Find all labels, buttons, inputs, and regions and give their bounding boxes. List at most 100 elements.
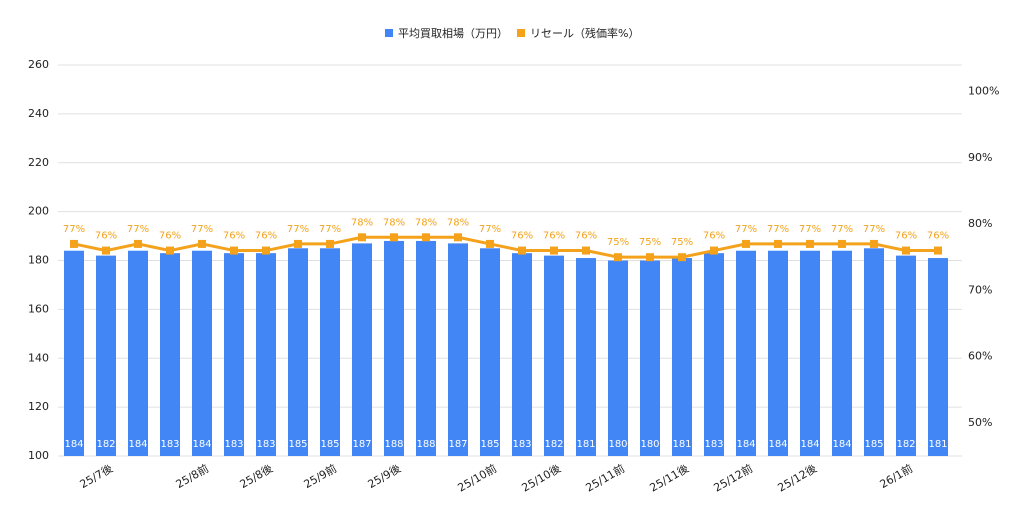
bar-value-label: 181 xyxy=(576,439,595,450)
bar-value-label: 188 xyxy=(384,439,403,450)
legend-label: リセール（残価率%） xyxy=(530,26,639,40)
line-value-label: 76% xyxy=(703,231,725,242)
y-tick-label: 100 xyxy=(28,449,49,462)
line-marker xyxy=(518,246,526,255)
line-value-label: 75% xyxy=(639,237,661,248)
line-marker xyxy=(742,239,750,248)
bar-value-label: 184 xyxy=(800,439,819,450)
x-tick-label: 25/12前 xyxy=(711,461,755,494)
line-marker xyxy=(870,239,878,248)
line-marker xyxy=(774,239,782,248)
line-marker xyxy=(102,246,110,255)
line-marker xyxy=(678,253,686,262)
line-value-label: 77% xyxy=(479,224,501,235)
bar-value-label: 187 xyxy=(448,439,467,450)
bar-value-label: 183 xyxy=(224,439,243,450)
line-marker xyxy=(166,246,174,255)
y-tick-label: 120 xyxy=(28,400,49,413)
line-marker xyxy=(838,239,846,248)
bar xyxy=(96,255,116,456)
line-value-label: 75% xyxy=(671,237,693,248)
bar-value-label: 183 xyxy=(704,439,723,450)
x-tick-label: 25/11前 xyxy=(583,461,627,494)
line-value-label: 77% xyxy=(863,224,885,235)
bar xyxy=(832,250,852,456)
line-value-label: 77% xyxy=(767,224,789,235)
y-tick-label: 200 xyxy=(28,205,49,218)
line-value-label: 77% xyxy=(191,224,213,235)
legend-label: 平均買取相場（万円） xyxy=(398,27,508,40)
line-value-label: 78% xyxy=(415,217,437,228)
bar xyxy=(544,255,564,456)
x-tick-label: 25/7後 xyxy=(77,461,115,491)
line-marker xyxy=(70,239,78,248)
bar-value-label: 185 xyxy=(480,439,499,450)
bar xyxy=(672,258,692,456)
line-marker xyxy=(806,239,814,248)
line-value-label: 77% xyxy=(127,224,149,235)
bar xyxy=(320,248,340,456)
bar xyxy=(224,253,244,456)
bar-value-label: 184 xyxy=(768,439,787,450)
x-tick-label: 25/9後 xyxy=(365,461,403,491)
line-marker xyxy=(934,246,942,255)
bar-value-label: 184 xyxy=(832,439,851,450)
y2-tick-label: 90% xyxy=(968,151,992,164)
bar xyxy=(512,253,532,456)
x-tick-label: 25/10後 xyxy=(519,461,563,494)
y-tick-label: 180 xyxy=(28,254,49,267)
line-marker xyxy=(134,239,142,248)
y2-tick-label: 70% xyxy=(968,283,992,296)
line-marker xyxy=(646,253,654,262)
y-tick-label: 160 xyxy=(28,302,49,315)
line-value-label: 76% xyxy=(575,231,597,242)
bar-value-label: 184 xyxy=(192,439,211,450)
line-marker xyxy=(390,233,398,242)
bar xyxy=(192,250,212,456)
bar-value-label: 182 xyxy=(96,439,115,450)
bar-value-label: 184 xyxy=(128,439,147,450)
bar-value-label: 180 xyxy=(640,439,659,450)
legend-swatch xyxy=(517,29,525,37)
line-value-label: 77% xyxy=(63,224,85,235)
line-value-label: 76% xyxy=(511,231,533,242)
y2-tick-label: 100% xyxy=(968,85,999,98)
line-marker xyxy=(710,246,718,255)
bar-value-label: 182 xyxy=(896,439,915,450)
bar-value-label: 182 xyxy=(544,439,563,450)
bar xyxy=(896,255,916,456)
line-marker xyxy=(198,239,206,248)
bar-value-label: 184 xyxy=(736,439,755,450)
x-tick-label: 25/11後 xyxy=(647,461,691,494)
line-value-label: 78% xyxy=(383,217,405,228)
y-tick-label: 140 xyxy=(28,351,49,364)
line-marker xyxy=(486,239,494,248)
line-value-label: 77% xyxy=(831,224,853,235)
bar-value-label: 185 xyxy=(288,439,307,450)
bar-value-label: 183 xyxy=(256,439,275,450)
line-value-label: 76% xyxy=(927,231,949,242)
y2-tick-label: 60% xyxy=(968,350,992,363)
line-value-label: 76% xyxy=(543,231,565,242)
line-value-label: 77% xyxy=(319,224,341,235)
line-marker xyxy=(550,246,558,255)
bar-value-label: 185 xyxy=(864,439,883,450)
x-tick-label: 25/8後 xyxy=(237,461,275,491)
line-marker xyxy=(326,239,334,248)
bar xyxy=(160,253,180,456)
line-value-label: 76% xyxy=(895,231,917,242)
line-marker xyxy=(422,233,430,242)
line-value-label: 76% xyxy=(95,231,117,242)
x-tick-label: 25/10前 xyxy=(455,461,499,494)
legend-swatch xyxy=(385,29,393,37)
bar-value-label: 181 xyxy=(928,439,947,450)
bar xyxy=(128,250,148,456)
x-tick-label: 25/9前 xyxy=(301,461,339,491)
bar xyxy=(704,253,724,456)
line-value-label: 78% xyxy=(447,217,469,228)
bar xyxy=(640,260,660,456)
bar-value-label: 184 xyxy=(64,439,83,450)
bar-value-label: 188 xyxy=(416,439,435,450)
line-marker xyxy=(614,253,622,262)
bar xyxy=(736,250,756,456)
